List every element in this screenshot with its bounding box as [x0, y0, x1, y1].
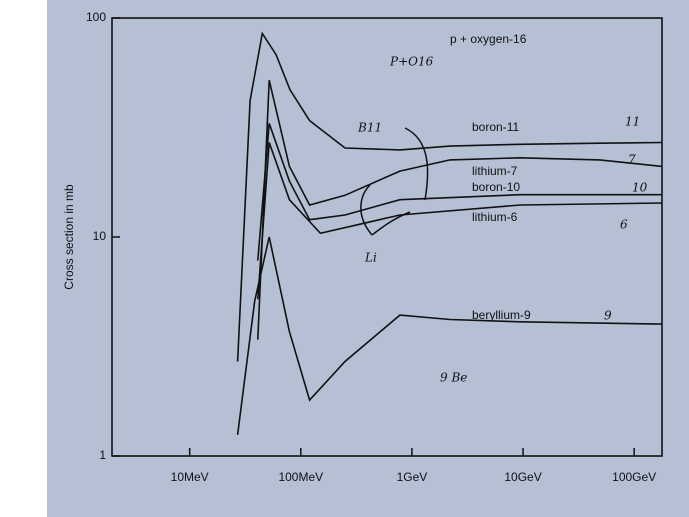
x-tick-label: 1GeV: [397, 470, 428, 484]
y-tick-label: 10: [93, 229, 107, 243]
annotation: Li: [364, 251, 377, 265]
annotation: 9 Be: [440, 371, 467, 385]
chart-title: p + oxygen-16: [450, 32, 527, 46]
series-label: boron-10: [472, 180, 520, 194]
annotation: 10: [632, 181, 648, 195]
series-label: lithium-6: [472, 210, 518, 224]
x-tick-label: 10GeV: [504, 470, 541, 484]
background: [47, 0, 689, 517]
series-line: [257, 80, 663, 340]
y-tick-label: 1: [99, 448, 106, 462]
arrows: [360, 127, 429, 236]
annotation: P+O16: [389, 55, 434, 69]
annotation: 11: [625, 115, 640, 129]
series-line: [236, 236, 663, 435]
series-label: boron-11: [472, 120, 519, 134]
series-label: lithium-7: [472, 164, 518, 178]
series-line: [257, 123, 662, 261]
annotation: 7: [628, 153, 636, 167]
x-tick-label: 100GeV: [612, 470, 656, 484]
annotation: 6: [620, 218, 628, 232]
x-tick-label: 100MeV: [278, 470, 323, 484]
series-line: [257, 142, 663, 300]
annotation: B11: [357, 121, 382, 135]
y-axis-label: Cross section in mb: [62, 184, 76, 290]
series-line: [236, 31, 663, 362]
series-label: beryllium-9: [472, 308, 531, 322]
annotation: 9: [604, 309, 612, 323]
x-tick-label: 10MeV: [171, 470, 209, 484]
y-tick-label: 100: [86, 10, 106, 24]
